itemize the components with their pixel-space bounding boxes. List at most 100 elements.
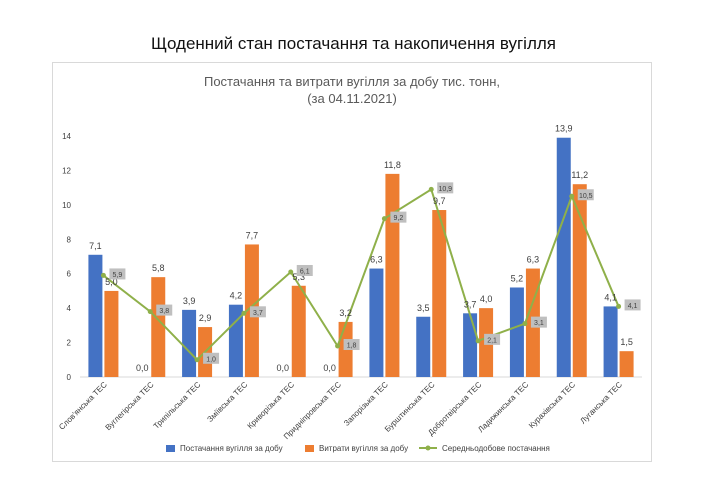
category-label: Курахівська ТЕС xyxy=(527,380,577,430)
average-supply-point xyxy=(475,338,481,344)
point-label-box xyxy=(249,306,266,318)
point-label-box xyxy=(296,264,313,276)
bar-supply xyxy=(416,316,431,377)
point-label-box xyxy=(624,299,641,311)
bar-value-label: 13,9 xyxy=(555,124,573,134)
y-tick-label: 0 xyxy=(67,373,72,382)
bar-value-label: 11,2 xyxy=(571,170,588,180)
point-label-box xyxy=(530,316,547,328)
legend-marker xyxy=(425,445,431,451)
y-tick-label: 6 xyxy=(67,270,72,279)
data-labels: 7,1 0,0 3,9 4,2 0,0 0,0 6,3 3,5 3,7 5,2 13,9 4,1 5,0… xyxy=(89,124,641,373)
point-label-box xyxy=(343,339,360,351)
bar-value-label: 3,2 xyxy=(339,308,352,318)
legend-swatch xyxy=(305,445,314,452)
bar-value-label: 0,0 xyxy=(323,363,336,373)
point-value-label: 2,1 xyxy=(487,337,497,344)
average-supply-point xyxy=(100,272,106,278)
bar-value-label: 2,9 xyxy=(199,313,212,323)
y-tick-label: 2 xyxy=(67,339,72,348)
average-supply-point xyxy=(616,303,622,309)
bar-value-label: 1,5 xyxy=(620,337,633,347)
point-label-box xyxy=(437,182,454,194)
bar-consumption xyxy=(151,277,166,377)
point-value-label: 3,8 xyxy=(159,308,169,315)
category-label: Вуглегірська ТЕС xyxy=(104,380,156,432)
category-label: Бурштинська ТЕС xyxy=(383,380,437,434)
legend-label: Постачання вугілля за добу xyxy=(180,444,283,453)
bar-supply xyxy=(369,268,384,377)
bar-consumption xyxy=(432,210,447,377)
chart-frame xyxy=(52,62,652,462)
bar-value-label: 3,7 xyxy=(464,299,477,309)
point-value-label: 3,7 xyxy=(253,310,263,317)
average-supply-point xyxy=(522,321,528,327)
bar-consumption xyxy=(619,351,634,377)
bar-value-label: 6,3 xyxy=(370,255,383,265)
chart-title-line1: Постачання та витрати вугілля за добу ти… xyxy=(204,74,500,89)
bar-supply xyxy=(509,287,524,377)
point-label-box xyxy=(203,352,220,364)
legend-label: Середньодобове постачання xyxy=(442,444,550,453)
bar-supply xyxy=(228,304,243,377)
bar-supply xyxy=(463,313,478,377)
category-label: Луганська ТЕС xyxy=(578,380,624,426)
point-label-box xyxy=(109,268,126,280)
average-supply-point xyxy=(241,310,247,316)
chart-title-line2: (за 04.11.2021) xyxy=(307,91,397,106)
legend: Постачання вугілля за добу Витрати вугілл… xyxy=(166,444,550,453)
bar-value-label: 3,5 xyxy=(417,303,430,313)
bar-value-label: 5,3 xyxy=(292,272,305,282)
bar-consumption xyxy=(572,184,587,377)
point-value-label: 10,5 xyxy=(579,193,593,200)
point-value-label: 6,1 xyxy=(300,268,310,275)
average-supply-point xyxy=(147,309,153,315)
bar-value-label: 11,8 xyxy=(384,160,401,170)
bar-supply xyxy=(88,254,103,377)
average-supply-point xyxy=(381,216,387,222)
bar-consumption xyxy=(104,290,119,377)
bar-value-label: 5,2 xyxy=(511,273,524,283)
category-label: Добротвірська ТЕС xyxy=(426,380,483,437)
bar-value-label: 0,0 xyxy=(136,363,149,373)
point-label-box xyxy=(390,211,407,223)
bar-supply xyxy=(182,309,197,377)
average-supply-point xyxy=(428,186,434,192)
line-series xyxy=(100,186,622,363)
bar-value-label: 0,0 xyxy=(276,363,289,373)
bar-value-label: 6,3 xyxy=(527,255,540,265)
bar-consumption xyxy=(385,173,400,377)
point-value-label: 9,2 xyxy=(394,215,404,222)
y-tick-label: 4 xyxy=(67,304,72,313)
bar-value-label: 4,1 xyxy=(604,292,617,302)
point-value-label: 5,9 xyxy=(113,272,123,279)
bar-value-label: 5,0 xyxy=(105,277,118,287)
axes: 0 2 4 6 8 10 12 14 xyxy=(62,132,642,382)
bar-value-label: 9,7 xyxy=(433,196,446,206)
category-label: Запорізька ТЕС xyxy=(342,380,390,428)
point-value-label: 1,8 xyxy=(347,343,357,350)
bars xyxy=(88,137,634,377)
average-supply-point xyxy=(194,357,200,363)
bar-consumption xyxy=(291,285,306,377)
bar-supply xyxy=(556,137,571,377)
point-label-box xyxy=(484,333,501,345)
average-supply-point xyxy=(288,269,294,275)
point-value-label: 4,1 xyxy=(628,303,638,310)
bar-value-label: 4,2 xyxy=(230,291,243,301)
category-label: Ладижинська ТЕС xyxy=(476,380,530,434)
legend-label: Витрати вугілля за добу xyxy=(319,444,408,453)
legend-swatch xyxy=(166,445,175,452)
point-value-label: 3,1 xyxy=(534,320,544,327)
category-label: Слов'янська ТЕС xyxy=(57,380,109,432)
average-supply-point xyxy=(569,193,575,199)
y-tick-label: 10 xyxy=(62,201,71,210)
y-tick-label: 14 xyxy=(62,132,71,141)
y-tick-label: 8 xyxy=(67,235,72,244)
bar-value-label: 3,9 xyxy=(183,296,196,306)
point-label-box xyxy=(156,304,173,316)
point-label-box xyxy=(577,189,594,201)
bar-value-label: 7,7 xyxy=(246,230,259,240)
